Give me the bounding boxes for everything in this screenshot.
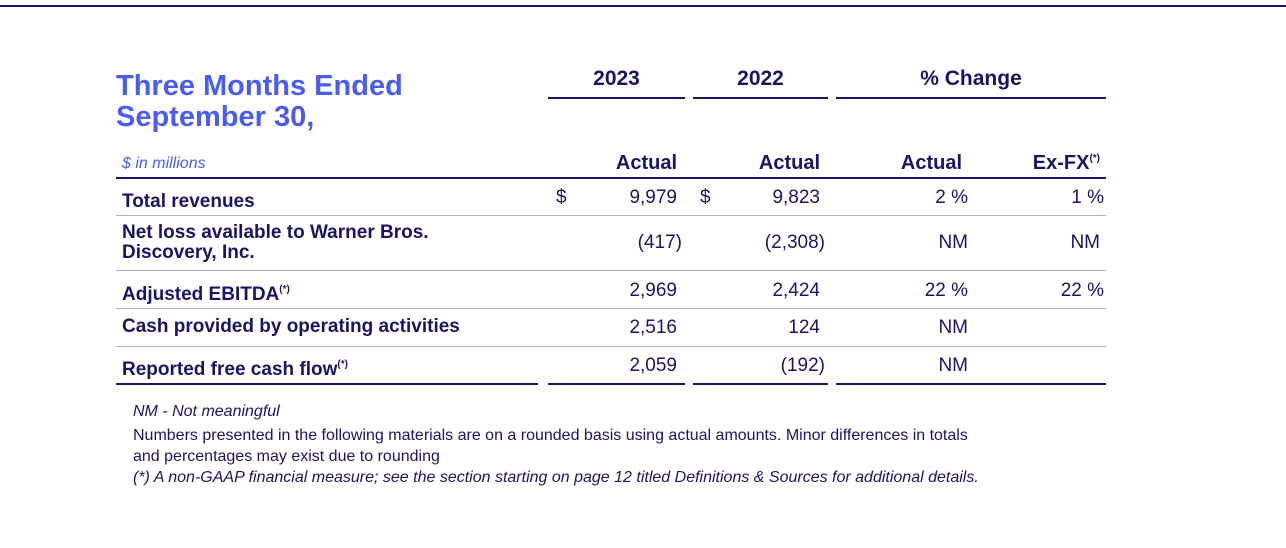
row-separator (116, 215, 1106, 216)
row-fcf-pct: NM (938, 355, 968, 376)
row-total-revenues-pct: 2 % (935, 187, 968, 208)
header-2023: 2023 (593, 67, 640, 90)
col-exfx-label: Ex-FX (1032, 152, 1090, 174)
col-actual-2023: Actual (615, 152, 677, 174)
header-bottom-rule (116, 177, 1106, 179)
col-exfx-mark: (*) (1089, 153, 1100, 164)
row-ebitda-2022: 2,424 (772, 280, 820, 301)
row-cash-operating-pct: NM (938, 317, 968, 338)
footnote-rounding-2: and percentages may exist due to roundin… (133, 448, 440, 465)
row-net-loss-2023: (417) (637, 232, 682, 253)
row-total-revenues-2023: 9,979 (629, 187, 677, 208)
row-fcf-2023: 2,059 (629, 355, 677, 376)
row-total-revenues-dollar-2023: $ (556, 187, 567, 208)
footnote-rounding-1: Numbers presented in the following mater… (133, 427, 968, 444)
header-2022-rule (693, 97, 828, 99)
table-bottom-rule-label (116, 383, 538, 385)
row-label-total-revenues: Total revenues (122, 191, 255, 212)
row-label-cash-operating: Cash provided by operating activities (122, 316, 460, 337)
row-total-revenues-exfx: 1 % (1071, 187, 1104, 208)
table-title: Three Months Ended September 30, (116, 70, 403, 133)
units-note: $ in millions (122, 155, 206, 172)
row-separator (116, 308, 1106, 309)
row-ebitda-exfx: 22 % (1060, 280, 1104, 301)
row-separator (116, 270, 1106, 271)
row-total-revenues-dollar-2022: $ (700, 187, 711, 208)
row-net-loss-pct: NM (938, 232, 968, 253)
col-actual-pct: Actual (900, 152, 962, 174)
table-bottom-rule-2022 (693, 383, 828, 385)
row-ebitda-2023: 2,969 (629, 280, 677, 301)
header-pct-rule (836, 97, 1106, 99)
footnote-nm: NM - Not meaningful (133, 403, 280, 420)
header-pct-change: % Change (920, 67, 1022, 90)
header-2022: 2022 (737, 67, 784, 90)
row-ebitda-pct: 22 % (924, 280, 968, 301)
row-cash-operating-2022: 124 (788, 317, 820, 338)
row-net-loss-exfx: NM (1070, 232, 1100, 253)
header-2023-rule (548, 97, 685, 99)
table-bottom-rule-2023 (548, 383, 685, 385)
row-fcf-2022: (192) (780, 355, 825, 376)
row-cash-operating-2023: 2,516 (629, 317, 677, 338)
row-label-net-loss: Net loss available to Warner Bros. Disco… (122, 222, 429, 263)
row-label-free-cash-flow: Reported free cash flow(*) (122, 359, 348, 380)
row-net-loss-2022: (2,308) (764, 232, 825, 253)
table-bottom-rule-pct (836, 383, 1106, 385)
row-total-revenues-2022: 9,823 (772, 187, 820, 208)
footnote-nongaap: (*) A non-GAAP financial measure; see th… (133, 469, 979, 486)
top-border-rule (0, 5, 1286, 7)
col-actual-2022: Actual (758, 152, 820, 174)
row-label-adjusted-ebitda: Adjusted EBITDA(*) (122, 284, 290, 305)
row-separator (116, 346, 1106, 347)
col-exfx: Ex-FX(*) (990, 152, 1100, 175)
